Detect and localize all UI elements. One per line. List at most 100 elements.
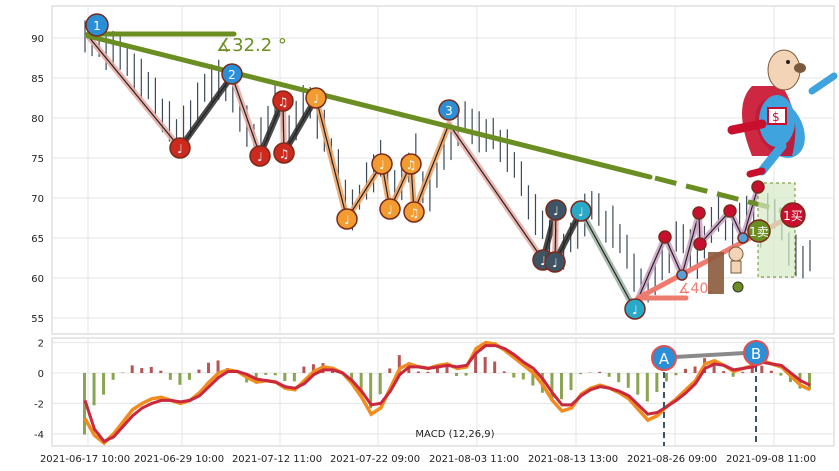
wave-marker: ♩ — [570, 200, 592, 222]
macd-hist-bar — [722, 371, 726, 373]
macd-hist-bar — [83, 372, 86, 435]
wave-segment-core — [580, 210, 635, 309]
price-y-tick-label: 80 — [31, 114, 44, 125]
macd-hist-bar — [273, 372, 277, 376]
macd-hist-bar — [292, 372, 296, 382]
wave-marker — [737, 232, 749, 244]
wave-marker-label: ♩ — [632, 303, 638, 317]
wave-segment-core — [742, 186, 759, 239]
wave-marker: 3 — [438, 99, 460, 121]
macd-hist-bar — [102, 372, 106, 395]
wave-segment-core — [315, 97, 348, 220]
macd-hist-bar — [664, 372, 668, 382]
svg-text:$: $ — [772, 110, 780, 124]
price-y-ticks: 55 60 65 70 75 80 85 90 — [31, 34, 44, 325]
price-y-tick-label: 55 — [31, 314, 44, 325]
macd-hist-bar — [359, 372, 363, 396]
wave-marker-label: 2 — [228, 68, 236, 82]
wave-marker-label: ♫ — [278, 95, 289, 109]
price-y-tick-label: 60 — [31, 274, 44, 285]
macd-hist-bar — [455, 372, 459, 377]
wave-marker-label: ♫ — [406, 158, 417, 172]
macd-hist-bar — [207, 362, 211, 373]
macd-hist-bar — [168, 372, 172, 380]
wave-marker — [693, 237, 707, 251]
wave-marker — [658, 230, 672, 244]
macd-hist-bar — [769, 370, 773, 373]
macd-hist-bar — [674, 372, 678, 376]
x-tick-label: 2021-08-03 11:00 — [429, 454, 519, 465]
macd-hist-bar — [731, 372, 735, 377]
wave-marker-label: ♩ — [553, 204, 559, 218]
macd-hist-bar — [264, 372, 268, 375]
wave-marker-label: ♩ — [578, 205, 584, 219]
wave-marker-label: ♩ — [344, 213, 350, 227]
wave-marker — [751, 180, 765, 194]
macd-hist-bar — [750, 366, 754, 373]
wave-segment-core — [179, 75, 233, 149]
x-ticks: 2021-06-17 10:00 2021-06-29 10:00 2021-07-… — [40, 454, 816, 465]
x-tick-label: 2021-06-17 10:00 — [40, 454, 130, 465]
macd-hist-bar — [388, 368, 392, 373]
wave-marker-label: ♫ — [409, 206, 420, 220]
macd-hist-bar — [579, 372, 583, 375]
wave-marker: ♫ — [272, 90, 294, 112]
macd-hist-bar — [617, 372, 621, 383]
macd-hist-bar — [369, 372, 373, 409]
macd-hist-bar — [216, 360, 220, 373]
macd-hist-bar — [378, 372, 382, 395]
macd-hist-bar — [426, 371, 430, 373]
wave-marker: ♫ — [400, 153, 422, 175]
brown-bar — [708, 252, 724, 294]
macd-y-tick-label: 2 — [38, 339, 44, 350]
wave-marker: ♫ — [403, 201, 425, 223]
wave-marker: ♩ — [545, 199, 567, 221]
wave-segment-core — [413, 123, 450, 213]
macd-title: MACD (12,26,9) — [415, 429, 494, 440]
macd-marker-a-label: A — [659, 350, 670, 368]
macd-hist-bar — [445, 366, 449, 373]
wave-marker-label: 1 — [93, 19, 101, 33]
wave-marker — [692, 206, 706, 220]
wave-marker — [676, 269, 688, 281]
wave-marker-label: ♩ — [313, 92, 319, 106]
macd-hist-bar — [159, 370, 163, 373]
macd-hist-bar — [531, 372, 535, 386]
macd-hist-bar — [569, 372, 573, 391]
macd-hist-bar — [302, 366, 306, 373]
price-y-tick-label: 70 — [31, 194, 44, 205]
wave-segment-core — [346, 163, 383, 220]
macd-hist-bar — [464, 372, 468, 376]
wave-marker: ♩ — [371, 153, 393, 175]
macd-hist-bar — [741, 371, 745, 373]
macd-hist-bar — [187, 372, 191, 380]
wave-marker: ♩ — [624, 298, 646, 320]
macd-hist-bar — [502, 371, 506, 373]
macd-hist-bar — [626, 372, 630, 388]
macd-hist-bar — [760, 365, 764, 373]
macd-hist-bar — [397, 355, 401, 373]
wave-marker: ♩ — [379, 198, 401, 220]
x-tick-label: 2021-09-08 11:00 — [726, 454, 816, 465]
wave-segment-core — [664, 236, 683, 276]
wave-segment-core — [87, 35, 181, 149]
macd-hist-bar — [683, 368, 687, 373]
macd-hist-bar — [111, 372, 115, 380]
macd-hist-bar — [283, 372, 287, 381]
macd-hist-bar — [92, 372, 96, 406]
macd-hist-bar — [808, 372, 811, 390]
mascot-dog-icon: $ — [727, 49, 838, 178]
wave-marker: ♩ — [336, 208, 358, 230]
trend-line — [85, 33, 653, 180]
x-tick-label: 2021-07-12 11:00 — [232, 454, 322, 465]
trend-line-extension — [654, 175, 801, 218]
macd-y-tick-label: 0 — [38, 369, 44, 380]
macd-hist-bar — [693, 366, 697, 373]
macd-marker-b: B — [743, 340, 769, 366]
wave-marker: ♩ — [169, 137, 191, 159]
wave-segment-core — [448, 123, 544, 261]
wave-marker: 1买 — [780, 202, 806, 228]
wave-marker: ♩ — [249, 145, 271, 167]
wave-marker-label: 1买 — [783, 209, 803, 223]
